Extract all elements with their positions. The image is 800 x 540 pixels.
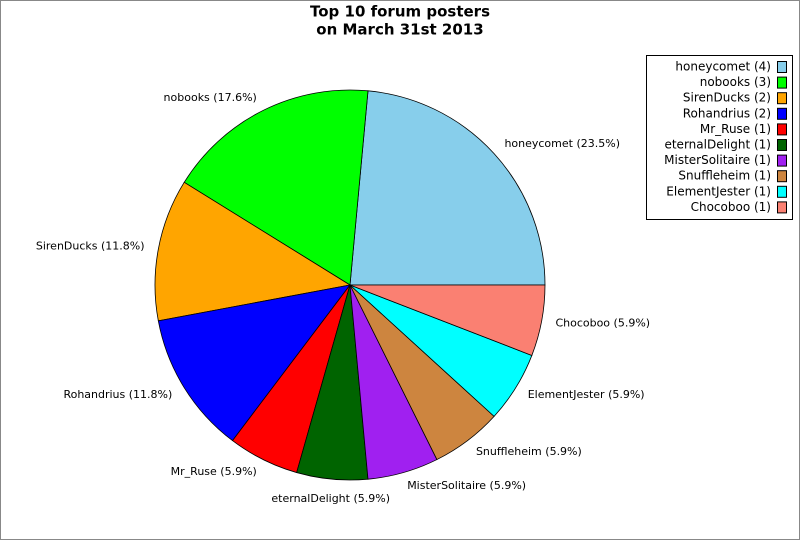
legend-label: Snuffleheim (1) xyxy=(678,169,771,183)
legend-label: Mr_Ruse (1) xyxy=(700,122,771,136)
legend-label: MisterSolitaire (1) xyxy=(664,153,771,167)
pie-slice xyxy=(157,284,351,442)
slice-label: ElementJester (5.9%) xyxy=(528,388,645,401)
slice-label: Chocoboo (5.9%) xyxy=(555,316,650,329)
slice-label: honeycomet (23.5%) xyxy=(504,137,620,150)
pie-slice xyxy=(154,181,352,322)
legend-swatch xyxy=(777,154,787,167)
legend-swatch xyxy=(777,170,787,183)
legend-label: honeycomet (4) xyxy=(675,60,771,74)
legend-label: Rohandrius (2) xyxy=(683,106,771,120)
legend-label: eternalDelight (1) xyxy=(664,138,771,152)
slice-label: eternalDelight (5.9%) xyxy=(271,492,390,505)
legend-label: nobooks (3) xyxy=(700,75,771,89)
legend-swatch xyxy=(777,123,787,136)
slice-label: SirenDucks (11.8%) xyxy=(36,240,145,253)
pie-slice xyxy=(349,90,546,286)
slice-label: Mr_Ruse (5.9%) xyxy=(171,465,257,478)
legend-swatch xyxy=(777,92,787,105)
chart-title: Top 10 forum posters xyxy=(310,3,490,21)
slice-label: nobooks (17.6%) xyxy=(164,91,257,104)
legend-swatch xyxy=(777,76,787,89)
legend-label: SirenDucks (2) xyxy=(683,91,771,105)
slice-label: Snuffleheim (5.9%) xyxy=(476,445,582,458)
slice-label: Rohandrius (11.8%) xyxy=(63,388,172,401)
legend-box xyxy=(646,55,793,220)
chart-title: on March 31st 2013 xyxy=(316,21,483,39)
legend-swatch xyxy=(777,185,787,198)
legend-swatch xyxy=(777,201,787,214)
pie-slice xyxy=(183,89,369,286)
legend-swatch xyxy=(777,139,787,151)
slice-label: MisterSolitaire (5.9%) xyxy=(407,479,526,492)
legend-swatch xyxy=(777,107,787,120)
legend-label: ElementJester (1) xyxy=(666,184,771,198)
pie-slice xyxy=(349,284,546,356)
legend-label: Chocoboo (1) xyxy=(691,200,771,214)
legend-swatch xyxy=(777,61,787,73)
